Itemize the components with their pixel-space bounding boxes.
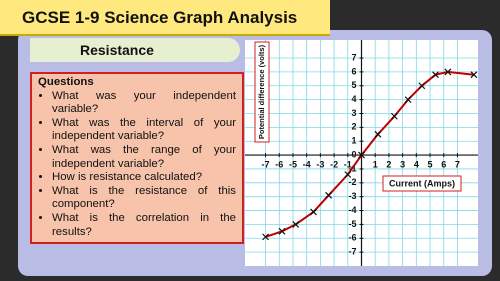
data-point xyxy=(292,220,300,228)
question-list: What was your independent variable?What … xyxy=(38,90,236,240)
y-tick-label: 3 xyxy=(351,108,356,118)
data-point xyxy=(278,227,286,235)
question: What is the correlation in the results? xyxy=(52,212,236,239)
subtitle: Resistance xyxy=(30,38,240,62)
y-tick-label: -4 xyxy=(348,205,356,215)
data-point xyxy=(310,208,317,216)
title: GCSE 1-9 Science Graph Analysis xyxy=(0,0,330,36)
x-tick-label: 2 xyxy=(386,159,391,169)
y-tick-label: 4 xyxy=(351,94,356,104)
data-point xyxy=(390,112,398,120)
y-axis-label: Potential difference (volts) xyxy=(257,44,266,139)
data-point xyxy=(404,96,412,104)
y-tick-label: 1 xyxy=(351,136,356,146)
question: What was the range of your independent v… xyxy=(52,144,236,171)
y-tick-label: -5 xyxy=(348,219,356,229)
y-tick-label: 0 xyxy=(351,149,356,159)
x-tick-label: 5 xyxy=(428,159,433,169)
y-tick-label: -3 xyxy=(348,191,356,201)
y-tick-label: -6 xyxy=(348,233,356,243)
x-tick-label: -7 xyxy=(262,159,270,169)
y-tick-label: 5 xyxy=(351,80,356,90)
y-tick-label: 6 xyxy=(351,66,356,76)
y-label-box xyxy=(254,41,270,143)
x-tick-label: -2 xyxy=(330,159,338,169)
y-tick-label: -2 xyxy=(348,177,356,187)
y-tick-label: -7 xyxy=(348,247,356,257)
question: What is the resistance of this component… xyxy=(52,185,236,212)
question: What was your independent variable? xyxy=(52,90,236,117)
data-point xyxy=(374,130,382,138)
data-point xyxy=(358,151,365,159)
x-tick-label: -1 xyxy=(344,159,352,169)
data-point xyxy=(325,191,333,199)
x-label-box xyxy=(382,175,462,192)
x-tick-label: -4 xyxy=(303,159,311,169)
x-tick-label: 7 xyxy=(455,159,460,169)
questions-box: Questions What was your independent vari… xyxy=(30,72,244,244)
data-point xyxy=(432,71,439,79)
data-point xyxy=(262,233,269,241)
x-axis-label: Current (Amps) xyxy=(389,178,455,188)
questions-heading: Questions xyxy=(38,76,94,88)
x-tick-label: -5 xyxy=(289,159,297,169)
data-point xyxy=(444,68,452,76)
x-tick-label: -6 xyxy=(275,159,283,169)
y-tick-label: 2 xyxy=(351,122,356,132)
y-tick-label: 7 xyxy=(351,52,356,62)
data-point xyxy=(470,71,478,79)
data-point xyxy=(418,82,426,90)
question: How is resistance calculated? xyxy=(52,171,236,185)
x-tick-label: 4 xyxy=(414,159,419,169)
x-tick-label: 6 xyxy=(441,159,446,169)
question: What was the interval of your independen… xyxy=(52,117,236,144)
x-tick-label: 1 xyxy=(373,159,378,169)
data-point xyxy=(344,171,352,178)
x-tick-label: -3 xyxy=(316,159,324,169)
x-tick-label: 3 xyxy=(400,159,405,169)
